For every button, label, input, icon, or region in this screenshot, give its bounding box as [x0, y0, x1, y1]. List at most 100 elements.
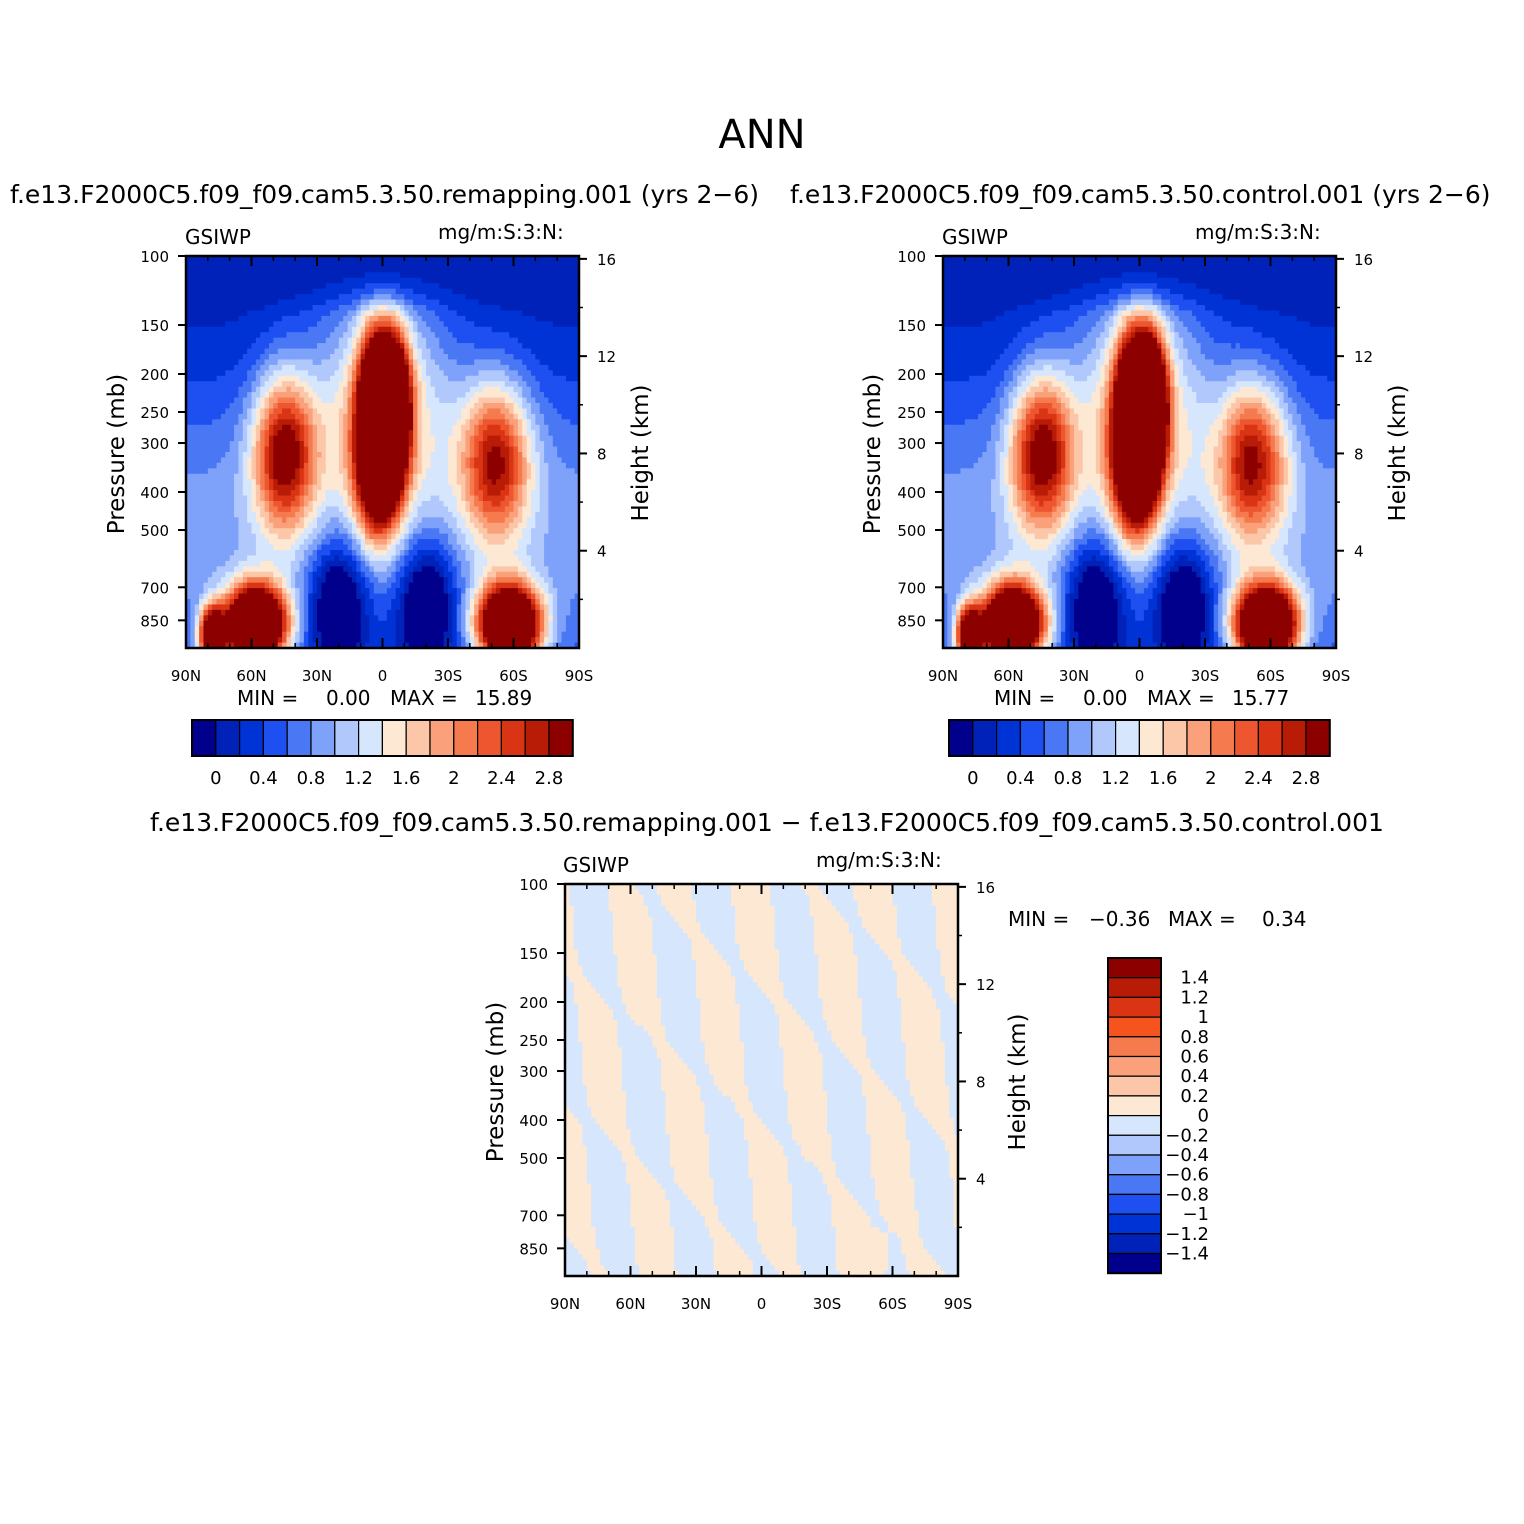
heatmap-cell	[404, 528, 410, 535]
heatmap-cell	[220, 392, 226, 399]
heatmap-cell	[448, 495, 453, 502]
heatmap-cell	[487, 310, 493, 317]
heatmap-cell	[325, 370, 331, 377]
heatmap-cell	[434, 495, 440, 502]
heatmap-cell	[338, 386, 344, 393]
heatmap-cell	[530, 473, 536, 480]
heatmap-cell	[452, 473, 458, 480]
heatmap-cell	[360, 517, 366, 524]
heatmap-cell	[404, 397, 410, 404]
heatmap-cell	[330, 403, 336, 410]
heatmap-cell	[509, 277, 515, 284]
heatmap-cell	[369, 359, 375, 366]
heatmap-cell	[386, 256, 392, 263]
heatmap-cell	[260, 354, 266, 361]
heatmap-cell	[408, 446, 414, 453]
heatmap-cell	[544, 430, 550, 437]
heatmap-cell	[565, 397, 571, 404]
heatmap-cell	[194, 501, 200, 508]
heatmap-cell	[557, 266, 563, 273]
heatmap-cell	[426, 452, 432, 459]
heatmap-cell	[312, 294, 318, 301]
heatmap-cell	[417, 381, 423, 388]
heatmap-cell	[229, 332, 235, 339]
heatmap-cell	[478, 522, 484, 529]
heatmap-cell	[456, 354, 462, 361]
heatmap-cell	[212, 332, 218, 339]
heatmap-cell	[399, 266, 405, 273]
heatmap-cell	[216, 326, 222, 333]
heatmap-cell	[190, 555, 196, 562]
heatmap-cell	[456, 332, 462, 339]
heatmap-cell	[487, 337, 493, 344]
heatmap-cell	[356, 539, 362, 546]
heatmap-cell	[365, 403, 370, 410]
heatmap-cell	[330, 490, 336, 497]
heatmap-cell	[343, 299, 349, 306]
heatmap-cell	[190, 332, 196, 339]
heatmap-cell	[430, 506, 436, 513]
heatmap-cell	[421, 283, 427, 290]
heatmap-cell	[395, 490, 401, 497]
heatmap-cell	[548, 343, 554, 350]
heatmap-cell	[273, 544, 279, 551]
heatmap-cell	[299, 452, 305, 459]
heatmap-cell	[513, 256, 519, 263]
heatmap-cell	[365, 501, 370, 508]
heatmap-cell	[391, 413, 397, 420]
heatmap-cell	[548, 272, 554, 279]
heatmap-cell	[260, 370, 266, 377]
heatmap-cell	[574, 544, 580, 551]
heatmap-cell	[190, 550, 196, 557]
heatmap-cell	[522, 462, 528, 469]
heatmap-cell	[408, 452, 414, 459]
heatmap-cell	[203, 321, 209, 328]
heatmap-cell	[522, 272, 528, 279]
heatmap-cell	[439, 326, 445, 333]
heatmap-cell	[282, 501, 288, 508]
heatmap-cell	[365, 511, 370, 518]
heatmap-cell	[286, 294, 292, 301]
heatmap-cell	[443, 446, 449, 453]
heatmap-cell	[522, 332, 528, 339]
heatmap-cell	[535, 473, 541, 480]
heatmap-cell	[574, 266, 580, 273]
heatmap-cell	[552, 441, 558, 448]
heatmap-cell	[268, 381, 274, 388]
heatmap-cell	[199, 430, 205, 437]
heatmap-cell	[561, 315, 567, 322]
heatmap-cell	[509, 522, 515, 529]
heatmap-cell	[308, 299, 314, 306]
heatmap-cell	[186, 337, 191, 344]
heatmap-cell	[207, 359, 213, 366]
heatmap-cell	[504, 321, 510, 328]
heatmap-cell	[474, 430, 480, 437]
heatmap-cell	[251, 539, 257, 546]
heatmap-cell	[565, 408, 571, 415]
heatmap-cell	[408, 364, 414, 371]
heatmap-cell	[500, 321, 506, 328]
heatmap-cell	[203, 539, 209, 546]
heatmap-cell	[456, 452, 462, 459]
heatmap-cell	[225, 457, 231, 464]
heatmap-cell	[321, 539, 327, 546]
heatmap-cell	[199, 354, 205, 361]
heatmap-cell	[544, 408, 550, 415]
heatmap-cell	[565, 435, 571, 442]
heatmap-cell	[207, 430, 213, 437]
heatmap-cell	[421, 550, 427, 557]
heatmap-cell	[312, 332, 318, 339]
heatmap-cell	[212, 446, 218, 453]
heatmap-cell	[465, 490, 471, 497]
heatmap-cell	[373, 272, 379, 279]
heatmap-cell	[570, 462, 576, 469]
heatmap-cell	[386, 305, 392, 312]
heatmap-cell	[526, 375, 532, 382]
heatmap-cell	[369, 506, 375, 513]
heatmap-cell	[561, 359, 567, 366]
heatmap-cell	[295, 261, 301, 268]
heatmap-cell	[225, 490, 231, 497]
heatmap-cell	[225, 305, 231, 312]
heatmap-cell	[500, 261, 506, 268]
heatmap-cell	[448, 283, 453, 290]
